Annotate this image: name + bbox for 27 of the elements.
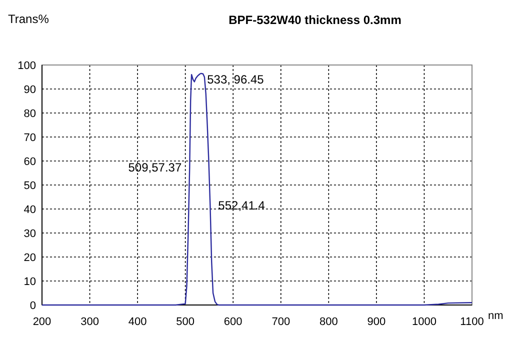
y-tick-label: 80 (24, 108, 36, 120)
y-tick-label: 100 (18, 60, 36, 72)
y-tick-label: 0 (30, 300, 36, 312)
x-tick-label: 400 (128, 316, 147, 328)
annotation: 552,41.4 (218, 198, 266, 213)
y-tick-label: 30 (24, 228, 36, 240)
annotation: 509,57.37 (128, 160, 182, 174)
y-tick-label: 90 (24, 84, 36, 96)
y-tick-label: 50 (24, 180, 36, 192)
x-tick-label: 200 (32, 316, 52, 328)
x-tick-label: 900 (367, 316, 386, 328)
y-tick-label: 60 (24, 156, 36, 168)
x-tick-label: 300 (80, 316, 99, 328)
x-axis-title: nm (488, 310, 504, 322)
x-tick-label: 700 (272, 316, 290, 328)
y-tick-label: 40 (24, 204, 36, 216)
y-axis-title: Trans% (8, 12, 50, 26)
x-tick-label: 500 (176, 316, 195, 328)
y-tick-label: 10 (24, 276, 36, 288)
annotation: 533, 96.45 (207, 72, 264, 87)
x-tick-label: 1000 (412, 316, 436, 328)
x-tick-label: 800 (319, 316, 338, 328)
chart-title: BPF-532W40 thickness 0.3mm (228, 13, 402, 27)
x-tick-label: 600 (224, 316, 242, 328)
y-tick-label: 70 (24, 132, 36, 144)
y-tick-label: 20 (24, 252, 36, 264)
x-tick-label: 1100 (460, 316, 484, 328)
